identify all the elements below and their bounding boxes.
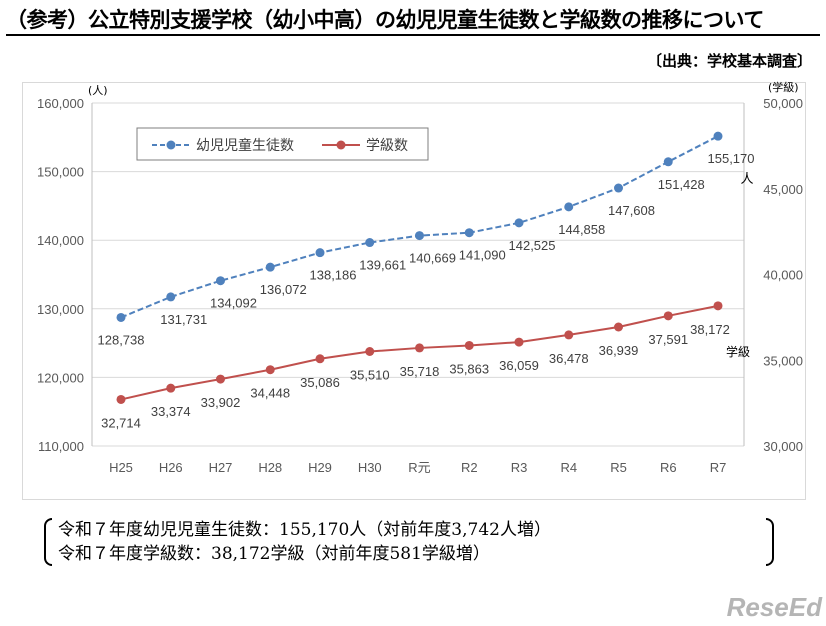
x-tick-label: R3: [511, 460, 528, 475]
data-point: [415, 343, 424, 353]
data-label: 36,939: [599, 343, 639, 358]
right-tick-label: 40,000: [763, 268, 803, 283]
data-point: [265, 262, 275, 272]
data-point: [713, 131, 723, 141]
data-label: 139,661: [359, 258, 406, 273]
data-label: 33,374: [151, 404, 191, 419]
right-tick-label: 50,000: [763, 96, 803, 111]
x-tick-label: R4: [560, 460, 577, 475]
left-tick-label: 150,000: [37, 165, 84, 180]
series-line-0: [120, 135, 719, 319]
data-point: [713, 301, 723, 311]
data-label: 147,608: [608, 203, 655, 218]
data-label: 36,478: [549, 351, 589, 366]
data-point: [464, 228, 474, 238]
data-label: 35,086: [300, 375, 340, 390]
data-label: 131,731: [160, 312, 207, 327]
x-tick-label: R2: [461, 460, 478, 475]
data-label: 142,525: [509, 238, 556, 253]
summary-students: 令和７年度幼児児童生徒数：155,170人（対前年度3,742人増）: [58, 520, 551, 540]
page-title: （参考）公立特別支援学校（幼小中高）の幼児児童生徒数と学級数の推移について: [6, 8, 764, 32]
legend-label: 幼児児童生徒数: [196, 137, 294, 154]
data-point: [315, 248, 325, 258]
right-tick-label: 45,000: [763, 182, 803, 197]
left-tick-label: 130,000: [37, 302, 84, 317]
x-tick-label: H28: [258, 460, 282, 475]
data-point: [216, 276, 225, 286]
left-tick-label: 110,000: [38, 439, 84, 454]
data-point: [663, 311, 673, 321]
data-label: 138,186: [310, 268, 357, 283]
left-axis-unit: (人): [88, 84, 108, 97]
legend-label: 学級数: [366, 138, 408, 154]
x-tick-label: R5: [610, 460, 627, 475]
left-tick-label: 140,000: [37, 233, 84, 248]
right-bracket: [766, 518, 774, 566]
x-tick-label: H27: [209, 460, 233, 475]
right-tick-label: 30,000: [763, 439, 803, 454]
x-tick-label: H29: [308, 460, 332, 475]
left-tick-label: 160,000: [37, 96, 84, 111]
data-point: [116, 394, 126, 404]
data-point: [614, 322, 623, 332]
data-point: [564, 202, 574, 212]
data-label: 155,170: [708, 151, 755, 166]
summary-classes: 令和７年度学級数：38,172学級（対前年度581学級増）: [58, 544, 490, 564]
data-label: 134,092: [210, 296, 257, 311]
data-label: 35,863: [449, 361, 489, 376]
data-point: [415, 231, 424, 241]
data-point: [315, 354, 325, 364]
data-point: [265, 365, 275, 375]
data-label: 144,858: [558, 222, 605, 237]
chart-frame: [22, 82, 806, 500]
source-note: 〔出典：学校基本調査〕: [646, 52, 812, 70]
data-point: [464, 340, 474, 350]
title-underline: [6, 34, 820, 36]
data-point: [564, 330, 574, 340]
left-bracket: [44, 518, 52, 566]
data-label: 141,090: [459, 248, 506, 263]
data-point: [514, 337, 524, 347]
end-unit-label: 人: [740, 172, 753, 187]
summary: 令和７年度幼児児童生徒数：155,170人（対前年度3,742人増） 令和７年度…: [58, 518, 551, 566]
x-tick-label: H25: [109, 460, 133, 475]
data-label: 140,669: [409, 251, 456, 266]
x-tick-label: H26: [159, 460, 183, 475]
data-label: 136,072: [260, 282, 307, 297]
data-label: 34,448: [250, 386, 290, 401]
data-point: [166, 292, 176, 302]
data-point: [514, 218, 524, 228]
right-tick-label: 35,000: [763, 353, 803, 368]
data-label: 33,902: [201, 395, 241, 410]
legend-swatch-marker: [336, 140, 346, 150]
data-label: 128,738: [98, 332, 145, 347]
data-label: 32,714: [101, 415, 141, 430]
data-point: [166, 383, 176, 393]
end-unit-label: 学級: [726, 344, 750, 359]
right-axis-unit: (学級): [768, 80, 799, 94]
data-point: [663, 157, 673, 167]
data-point: [116, 312, 126, 322]
data-label: 38,172: [690, 322, 730, 337]
x-tick-label: R7: [710, 460, 727, 475]
data-label: 151,428: [658, 177, 705, 192]
data-point: [216, 374, 225, 384]
data-point: [365, 347, 375, 357]
data-label: 37,591: [648, 332, 688, 347]
data-label: 36,059: [499, 358, 539, 373]
x-tick-label: R6: [660, 460, 677, 475]
reseed-logo: ReseEd: [726, 592, 822, 622]
legend-swatch-marker: [166, 140, 176, 150]
x-tick-label: H30: [358, 460, 382, 475]
data-label: 35,510: [350, 368, 390, 383]
data-point: [365, 238, 375, 248]
data-label: 35,718: [400, 364, 440, 379]
data-point: [614, 183, 623, 193]
left-tick-label: 120,000: [37, 370, 84, 385]
x-tick-label: R元: [408, 460, 430, 475]
